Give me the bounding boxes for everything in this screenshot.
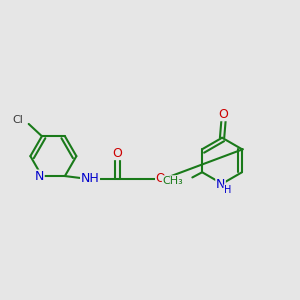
Text: NH: NH (81, 172, 99, 185)
Text: O: O (219, 108, 229, 121)
Text: N: N (216, 178, 225, 191)
Text: Cl: Cl (13, 115, 23, 125)
Text: O: O (113, 147, 123, 160)
Text: H: H (224, 185, 231, 195)
Text: N: N (35, 170, 44, 183)
Text: CH₃: CH₃ (162, 176, 183, 186)
Text: O: O (156, 172, 166, 185)
